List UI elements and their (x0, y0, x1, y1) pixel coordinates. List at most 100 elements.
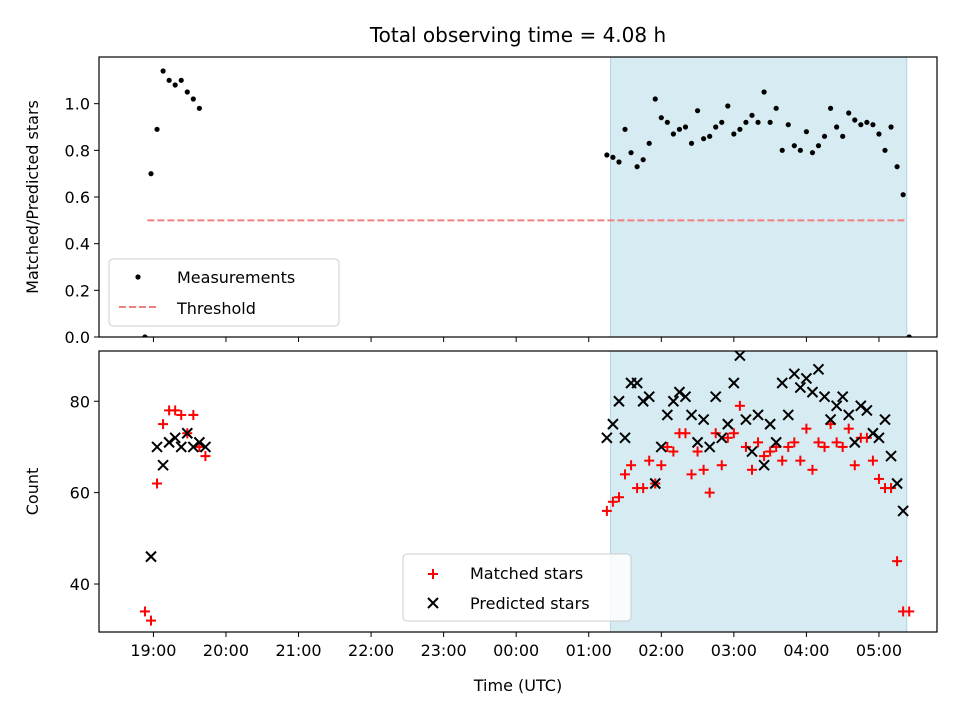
matched-star-point (843, 423, 854, 434)
predicted-star-point (752, 409, 764, 421)
matched-star-point (765, 446, 776, 457)
predicted-star-point (843, 409, 855, 421)
measurement-point (196, 105, 202, 111)
matched-star-point (158, 419, 169, 430)
matched-star-point (716, 460, 727, 471)
legend-box (402, 553, 632, 622)
measurement-point (797, 147, 803, 153)
y-tick-label: 80 (70, 392, 90, 411)
measurement-point (658, 115, 664, 121)
x-tick-label: 05:00 (856, 641, 902, 660)
predicted-star-point (673, 386, 686, 398)
predicted-star-point (710, 390, 722, 403)
predicted-star-point (685, 409, 698, 421)
matched-star-point (620, 469, 631, 480)
matched-star-point (152, 478, 163, 489)
matched-star-point (819, 441, 830, 452)
x-axis-label: Time (UTC) (473, 676, 562, 695)
measurement-point (148, 171, 154, 177)
measurement-point (809, 150, 816, 156)
x-tick-label: 20:00 (203, 641, 249, 660)
matched-star-point (698, 464, 709, 475)
measurement-point (701, 136, 707, 142)
predicted-star-point (873, 432, 885, 444)
legend-measurement-marker (135, 274, 141, 280)
matched-star-point (746, 464, 757, 475)
plot-area (139, 351, 915, 626)
matched-star-point (867, 455, 878, 466)
measurement-point (858, 122, 864, 128)
matched-star-point (892, 556, 903, 567)
predicted-star-point (776, 377, 788, 389)
predicted-star-point (849, 436, 861, 449)
measurement-point (142, 334, 148, 337)
predicted-star-point (818, 390, 831, 403)
measurement-point (640, 157, 646, 163)
x-tick-label: 21:00 (275, 641, 321, 660)
predicted-star-point (163, 436, 175, 449)
predicted-star-point (151, 441, 163, 453)
predicted-star-point (824, 413, 837, 426)
measurement-point (184, 89, 190, 95)
predicted-star-point (187, 441, 200, 453)
chart-title: Total observing time = 4.08 h (369, 23, 666, 47)
measurement-point (664, 119, 670, 125)
measurement-point (160, 68, 166, 74)
predicted-star-point (679, 390, 692, 403)
predicted-star-point (655, 441, 668, 453)
measurement-point (707, 133, 713, 139)
matched-star-point (139, 606, 150, 617)
predicted-star-point (607, 418, 619, 430)
measurement-point (652, 96, 658, 102)
measurement-point (864, 119, 870, 125)
measurement-point (834, 124, 840, 130)
y-tick-label: 0.4 (65, 235, 90, 254)
matched-star-point (668, 446, 679, 457)
predicted-star-point (145, 550, 157, 563)
x-tick-label: 22:00 (348, 641, 394, 660)
top-panel: 0.0 0.2 0.4 0.6 0.8 1.0 Matched/Predicted star… (23, 56, 938, 347)
predicted-star-point (740, 413, 752, 426)
matched-star-point (145, 615, 156, 626)
matched-star-point (710, 428, 721, 439)
predicted-star-point (175, 441, 187, 453)
x-tick-label: 23:00 (421, 641, 467, 660)
measurement-point (827, 105, 834, 111)
legend: Matched stars Predicted stars (402, 553, 632, 622)
predicted-star-point (661, 409, 674, 421)
predicted-star-point (722, 418, 734, 430)
predicted-star-point (734, 351, 746, 362)
measurement-point (688, 140, 695, 146)
predicted-star-point (193, 436, 206, 449)
legend-label-predicted: Predicted stars (470, 594, 590, 613)
predicted-star-point (812, 363, 825, 375)
matched-star-point (759, 451, 770, 462)
predicted-star-point (867, 427, 879, 439)
predicted-star-point (728, 377, 740, 389)
matched-star-point (861, 432, 872, 443)
y-tick-label: 0.8 (65, 141, 90, 160)
predicted-star-point (782, 409, 794, 421)
measurement-point (646, 140, 652, 146)
matched-star-point (200, 451, 211, 462)
matched-star-point (807, 464, 818, 475)
matched-star-point (656, 460, 667, 471)
y-tick-label: 40 (70, 575, 90, 594)
measurement-point (616, 159, 622, 165)
predicted-star-point (181, 427, 193, 439)
measurement-point (743, 119, 749, 125)
measurement-point (178, 77, 184, 83)
measurement-point (190, 96, 196, 102)
y-tick-label: 0.0 (65, 328, 90, 347)
measurement-point (610, 154, 616, 160)
predicted-star-point (643, 390, 655, 403)
measurement-point (846, 110, 852, 116)
predicted-star-point (649, 477, 661, 490)
predicted-star-point (788, 368, 801, 380)
matched-star-point (613, 492, 624, 503)
predicted-star-point (667, 395, 680, 407)
y-tick-label: 1.0 (65, 95, 90, 114)
measurement-point (670, 131, 676, 137)
matched-star-point (607, 496, 618, 507)
measurement-point (154, 126, 160, 132)
